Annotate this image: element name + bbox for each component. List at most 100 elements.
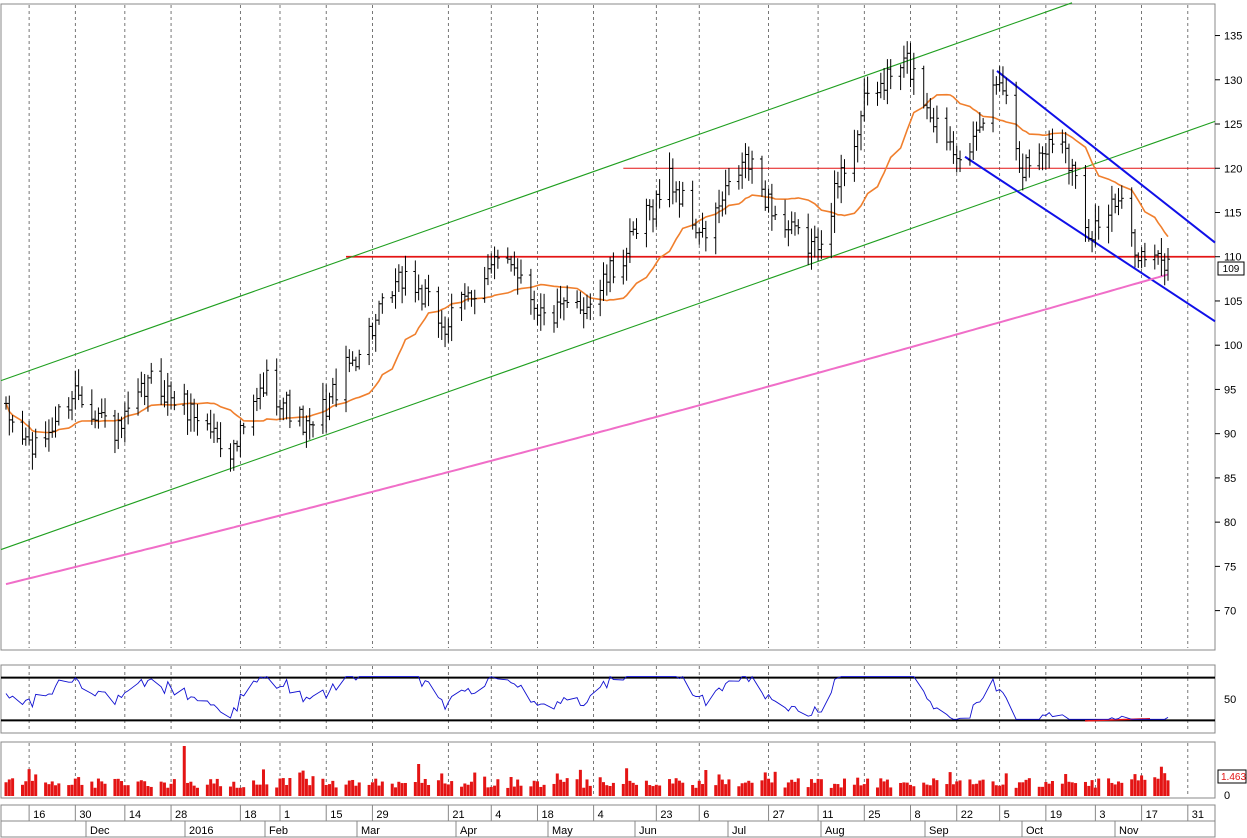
volume-bar [417, 764, 421, 796]
volume-bar [717, 774, 721, 796]
volume-bar [252, 780, 256, 796]
price-bar [1073, 161, 1078, 189]
volume-bar [582, 787, 586, 796]
month-label: Aug [825, 825, 845, 837]
volume-bar [763, 772, 767, 796]
last-volume-box-frame [1217, 769, 1247, 784]
volume-bar [1067, 781, 1071, 796]
price-tick-label: 125 [1224, 119, 1242, 131]
volume-bar [767, 778, 771, 796]
price-bar [1142, 242, 1147, 267]
volume-bar [1090, 780, 1094, 796]
volume-bar [103, 783, 107, 796]
volume-bar [727, 779, 731, 796]
volume-bar [1110, 782, 1114, 796]
volume-bar [539, 786, 543, 796]
day-label: 18 [244, 809, 256, 821]
price-bar [1027, 149, 1032, 178]
volume-bar [27, 769, 31, 796]
volume-bar [770, 782, 774, 796]
volume-bar [1047, 783, 1051, 796]
volume-bar [186, 782, 190, 796]
day-label: 22 [961, 809, 973, 821]
volume-bar [773, 771, 777, 796]
volume-bar [879, 778, 883, 796]
volume-bar [285, 784, 289, 796]
price-bar [334, 368, 339, 408]
volume-bar [357, 782, 361, 796]
volume-bar [998, 785, 1002, 796]
day-label: 17 [1146, 809, 1158, 821]
volume-bar [351, 779, 355, 796]
volume-bar [288, 778, 292, 796]
day-label: 31 [1192, 809, 1204, 821]
price-bar [750, 150, 755, 184]
volume-bar [1014, 787, 1018, 796]
volume-bar [885, 779, 889, 796]
price-bar [934, 105, 939, 144]
volume-bar [535, 781, 539, 796]
price-bar [1096, 205, 1101, 240]
volume-bar [694, 787, 698, 796]
volume-bar [1021, 782, 1025, 796]
volume-bar [354, 785, 358, 796]
volume-bar [585, 779, 589, 796]
volume-bar [469, 781, 473, 796]
price-bar [518, 259, 523, 284]
last-price-box: 109 [1217, 261, 1245, 276]
price-bar [911, 52, 916, 95]
volume-bar [516, 779, 520, 796]
volume-bar [958, 780, 962, 796]
volume-bar [651, 786, 655, 796]
price-bar [981, 118, 986, 131]
volume-bar [242, 787, 246, 796]
price-bar [56, 404, 61, 426]
volume-bar [806, 787, 810, 796]
month-label: Oct [1026, 825, 1043, 837]
volume-bar [54, 785, 58, 796]
volume-bar [750, 782, 754, 796]
volume-bar [265, 784, 269, 796]
volume-bar [1064, 774, 1068, 796]
volume-bar [833, 783, 837, 796]
month-label: Sep [929, 825, 949, 837]
volume-bar [450, 781, 454, 796]
volume-bar [21, 784, 25, 796]
volume-bar [532, 780, 536, 796]
month-labels: Dec 2016 Feb Mar Apr May Jun Jul Aug Sep Oct Nov [85, 821, 1139, 837]
volume-bar [420, 782, 424, 796]
volume-bar [1097, 778, 1101, 796]
volume-bar [1041, 786, 1045, 796]
volume-bar [126, 785, 130, 796]
day-label: 18 [541, 809, 553, 821]
month-label: Apr [460, 825, 477, 837]
day-label: 3 [1099, 809, 1105, 821]
volume-bar [308, 785, 312, 796]
volume-bar [413, 782, 417, 796]
price-bar [726, 168, 731, 196]
price-bar [1166, 248, 1170, 281]
day-label: 1 [284, 809, 290, 821]
volume-bar [7, 779, 11, 796]
volume-bar [1027, 778, 1031, 796]
volume-bar [588, 785, 592, 796]
volume-bar [93, 787, 97, 796]
volume-bar [951, 784, 955, 796]
volume-bar [331, 780, 335, 796]
price-bar [449, 293, 454, 342]
volume-bar [443, 783, 447, 796]
volume-bar [1107, 778, 1111, 796]
month-label: Nov [1119, 825, 1139, 837]
day-label: 25 [868, 809, 880, 821]
volume-bar [862, 784, 866, 796]
volume-bar [113, 778, 117, 796]
volume-bar [760, 780, 764, 796]
volume-bar [737, 786, 741, 796]
volume-bar [281, 778, 285, 796]
volume-tick-label: 0 [1224, 790, 1230, 802]
price-bar [1050, 128, 1055, 154]
price-bar [103, 398, 108, 428]
volume-bar [34, 774, 38, 796]
price-bar [79, 386, 84, 408]
volume-bar [90, 781, 94, 796]
